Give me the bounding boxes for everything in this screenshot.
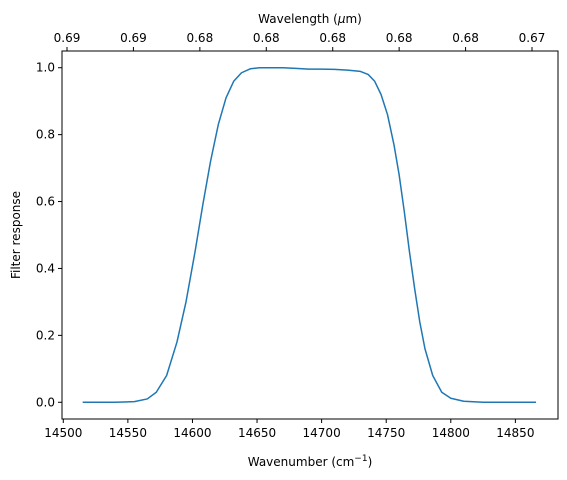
x-tick-label: 14700 (303, 426, 341, 440)
top-tick-label: 0.68 (452, 31, 479, 45)
bottom-x-axis: 14500 14550 14600 14650 14700 14750 14800 14850 (44, 419, 534, 440)
top-tick-label: 0.68 (186, 31, 213, 45)
y-tick-label: 1.0 (36, 61, 55, 75)
x-tick-label: 14800 (432, 426, 470, 440)
y-axis-title: Filter response (9, 191, 23, 279)
x-axis-title-suffix: ) (368, 455, 373, 469)
y-tick-label: 0.0 (36, 395, 55, 409)
top-x-axis-title-suffix: m) (345, 12, 361, 26)
series-line-0 (82, 66, 537, 404)
x-axis-title: Wavenumber (cm−1) (248, 454, 373, 469)
plot-area (82, 66, 537, 404)
top-x-axis-title: Wavelength (μm) (258, 12, 362, 26)
top-x-axis: 0.69 0.69 0.68 0.68 0.68 0.68 0.68 0.67 (54, 31, 546, 51)
y-tick-label: 0.6 (36, 195, 55, 209)
x-axis-title-superscript: −1 (354, 454, 367, 464)
plot-frame (61, 50, 559, 420)
top-x-axis-title-main: Wavelength ( (258, 12, 338, 26)
y-axis: 0.0 0.2 0.4 0.6 0.8 1.0 (36, 61, 62, 409)
x-axis-title-main: Wavenumber (cm (248, 455, 355, 469)
top-x-axis-title-symbol: μ (337, 12, 346, 26)
y-tick-label: 0.4 (36, 261, 55, 275)
x-tick-label: 14850 (496, 426, 534, 440)
y-tick-label: 0.8 (36, 128, 55, 142)
x-tick-label: 14500 (44, 426, 82, 440)
top-tick-label: 0.69 (54, 31, 81, 45)
top-tick-label: 0.68 (253, 31, 280, 45)
x-tick-label: 14750 (367, 426, 405, 440)
x-tick-label: 14550 (109, 426, 147, 440)
x-tick-label: 14650 (238, 426, 276, 440)
x-tick-label: 14600 (173, 426, 211, 440)
top-tick-label: 0.69 (120, 31, 147, 45)
top-tick-label: 0.68 (319, 31, 346, 45)
y-tick-label: 0.2 (36, 328, 55, 342)
top-tick-label: 0.68 (386, 31, 413, 45)
top-tick-label: 0.67 (519, 31, 546, 45)
